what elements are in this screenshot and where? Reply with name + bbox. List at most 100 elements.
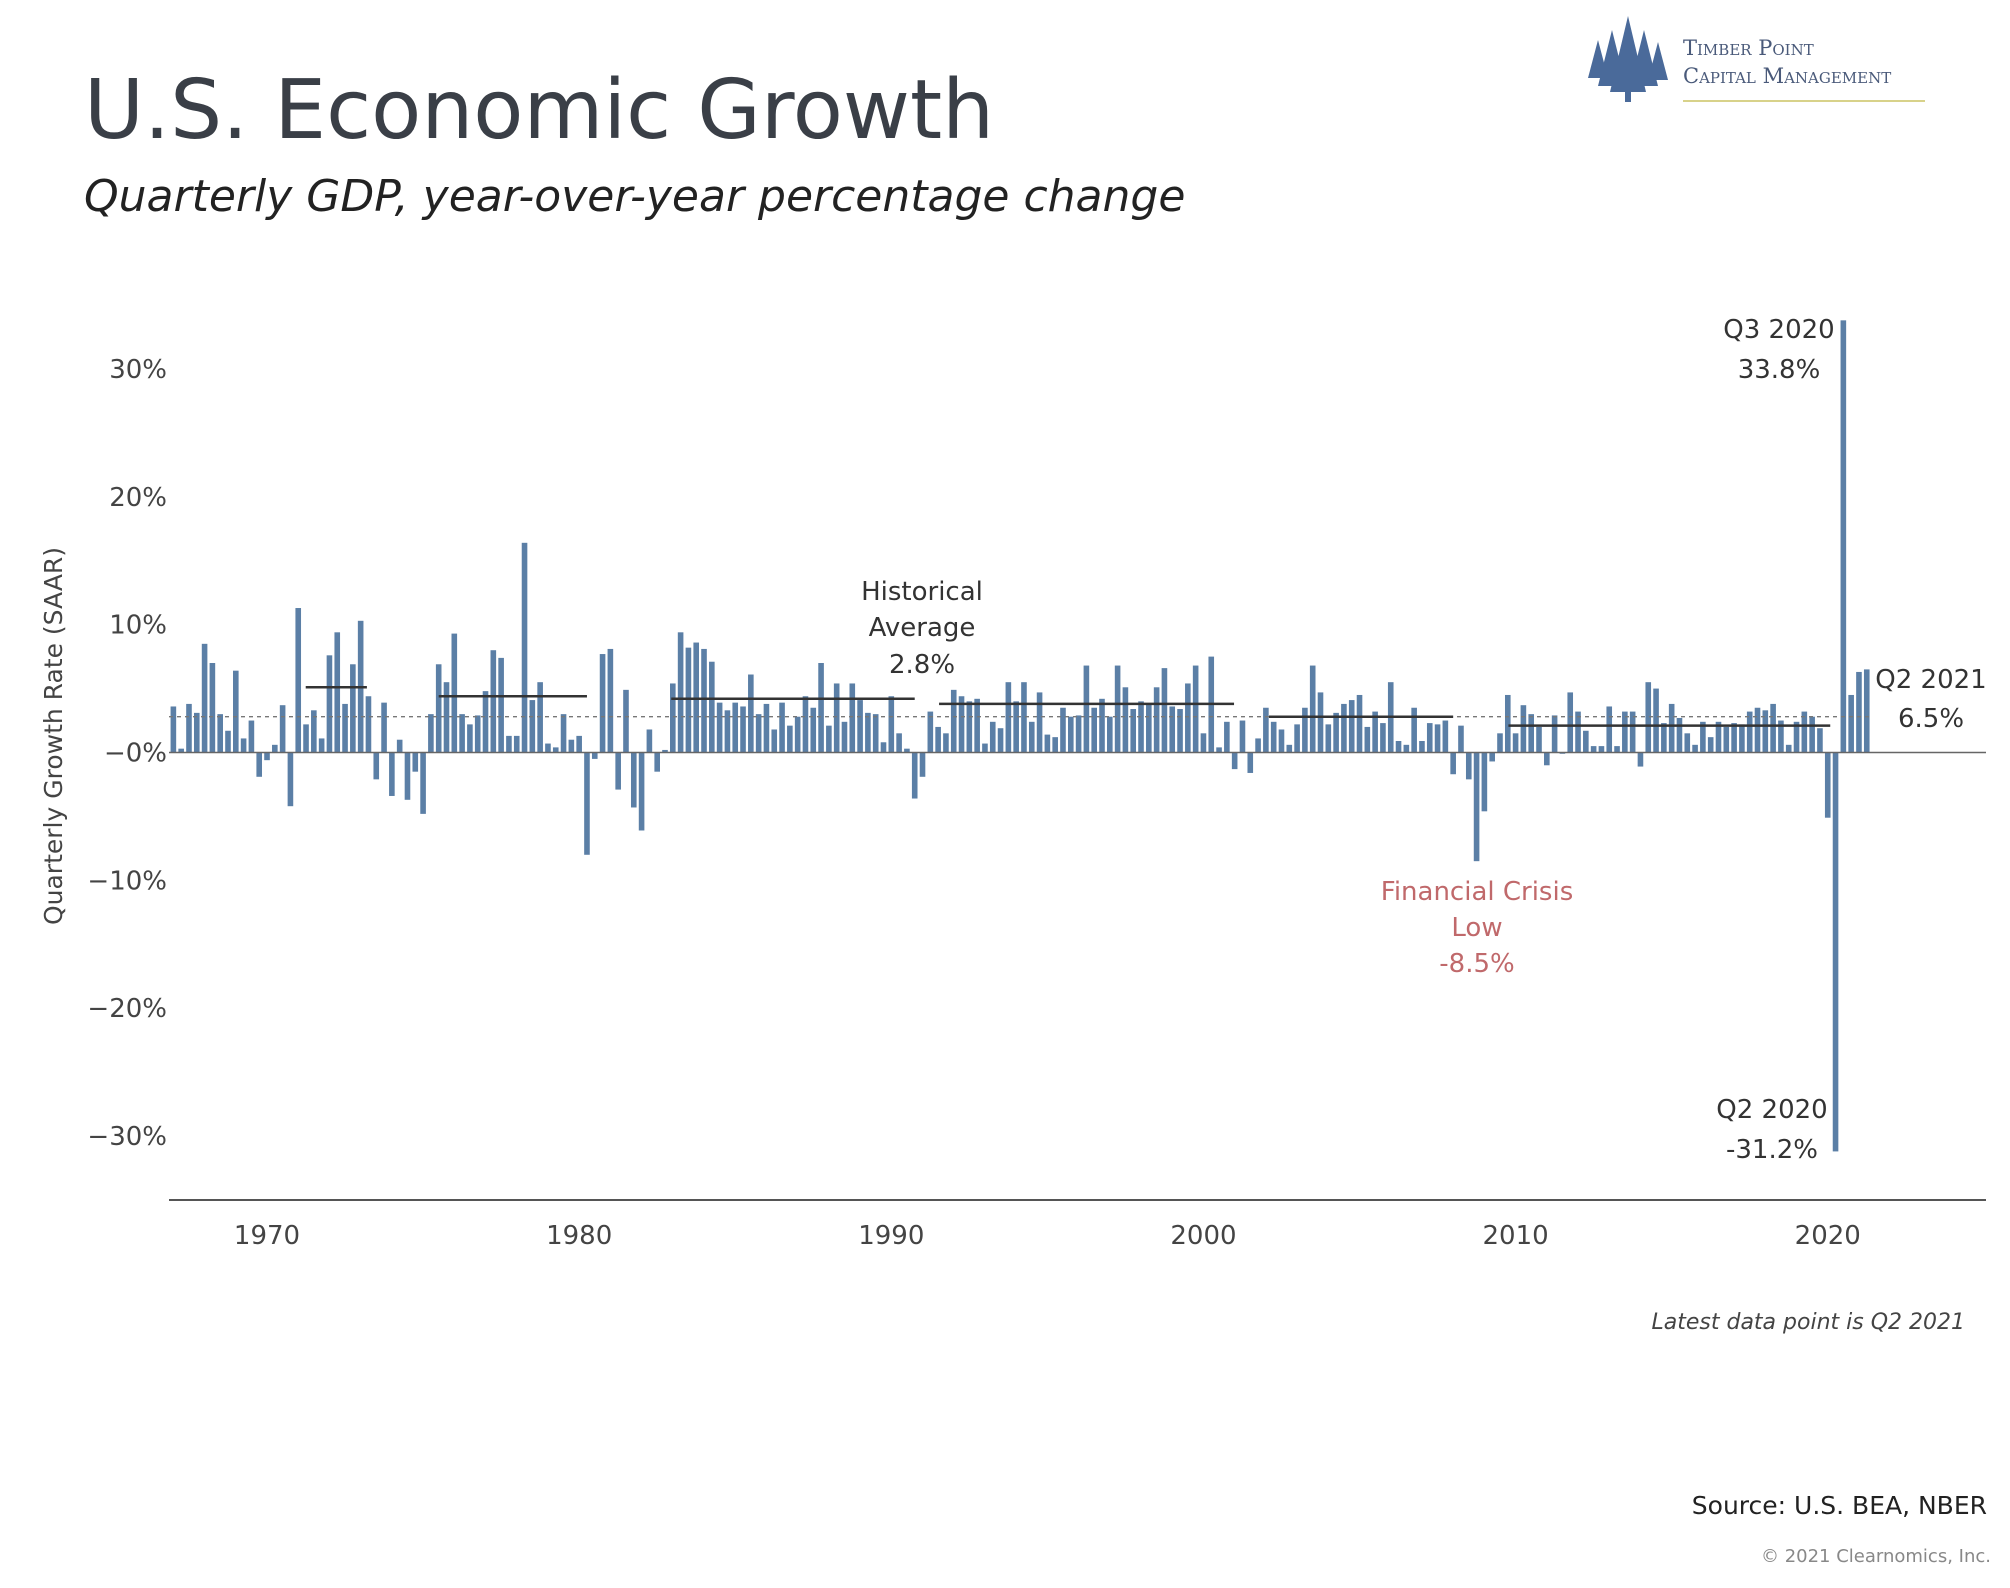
bar (1348, 700, 1355, 753)
bar (1169, 706, 1176, 753)
bar (287, 752, 294, 807)
annotation: Historical (861, 577, 983, 607)
bar (872, 714, 879, 753)
bar (1567, 692, 1574, 753)
bar (1536, 726, 1542, 753)
bar (1785, 744, 1792, 753)
bar (326, 655, 333, 753)
bar (318, 738, 325, 753)
bar (1700, 721, 1706, 753)
bar (545, 743, 551, 753)
bar (857, 700, 863, 753)
bar (1504, 694, 1511, 753)
bar (1122, 687, 1129, 753)
bar (1395, 740, 1402, 753)
bar (1411, 707, 1417, 753)
bar (232, 670, 239, 753)
annotation: Low (1451, 913, 1502, 943)
bar (311, 710, 317, 753)
bar (342, 703, 348, 753)
bar (529, 700, 536, 753)
bar (966, 701, 973, 753)
bar (1707, 737, 1714, 753)
bar (1778, 720, 1784, 753)
bar (1434, 724, 1441, 753)
bar (1052, 737, 1058, 753)
bar (1723, 726, 1730, 753)
bar (841, 721, 848, 753)
bar (1512, 733, 1519, 753)
bar (1216, 747, 1222, 753)
bar (225, 730, 231, 753)
bar (1302, 707, 1308, 753)
annotation: Q2 2021 (1875, 665, 1986, 695)
bar (1809, 716, 1815, 753)
bar (677, 632, 684, 753)
y-tick-label: −30% (87, 1122, 167, 1152)
bar (849, 683, 856, 753)
bar (1583, 730, 1589, 753)
bar (1403, 744, 1410, 753)
bar (193, 712, 200, 753)
logo-text: Capital Management (1683, 64, 1891, 88)
bar (295, 608, 302, 753)
bar (1614, 746, 1620, 753)
bar (1770, 703, 1776, 753)
bar (1637, 752, 1644, 767)
note: Latest data point is Q2 2021 (1652, 1310, 1966, 1335)
bar (1192, 665, 1199, 753)
bar (935, 726, 941, 753)
y-tick-label: 20% (109, 483, 167, 513)
bar (396, 739, 403, 753)
annotation: Q2 2020 (1716, 1095, 1827, 1125)
bar (950, 689, 957, 753)
bar (1309, 665, 1316, 753)
bar (1130, 709, 1137, 753)
bar (974, 698, 980, 753)
bar (1739, 724, 1745, 753)
bar (1028, 721, 1035, 753)
bar (779, 702, 785, 753)
bar (1598, 746, 1605, 753)
bar (576, 735, 582, 753)
bar (1419, 740, 1425, 753)
bar (303, 724, 309, 753)
bar (1793, 721, 1800, 753)
bar (1458, 725, 1464, 753)
bar (279, 705, 286, 753)
bar (982, 743, 988, 753)
bar (896, 733, 902, 753)
bar (1481, 752, 1488, 812)
bar (1653, 688, 1659, 753)
bar (911, 752, 918, 799)
x-tick-label: 1970 (234, 1221, 300, 1251)
bar (451, 633, 458, 753)
bar (1551, 715, 1558, 753)
bar (1161, 668, 1168, 753)
bar (1239, 720, 1246, 753)
y-axis-title: Quarterly Growth Rate (SAAR) (39, 547, 68, 925)
bar (1442, 720, 1449, 753)
bar (1021, 682, 1027, 753)
bar (1817, 728, 1823, 753)
bar (1278, 729, 1285, 753)
bar (1528, 714, 1535, 753)
bar (1746, 711, 1753, 753)
bar (1762, 710, 1769, 753)
x-tick-label: 2000 (1170, 1221, 1236, 1251)
bar (1364, 726, 1371, 753)
bar (490, 650, 497, 753)
y-tick-label: −0% (104, 739, 167, 769)
bar (1575, 711, 1581, 753)
bar (1590, 746, 1597, 753)
bar (802, 696, 809, 753)
bar (435, 664, 442, 753)
bar (560, 714, 567, 753)
bar (1372, 711, 1378, 753)
bar (1645, 682, 1652, 753)
bar (498, 657, 504, 753)
chart-title: U.S. Economic Growth (84, 63, 994, 158)
bar (1286, 744, 1293, 753)
bar (771, 729, 778, 753)
